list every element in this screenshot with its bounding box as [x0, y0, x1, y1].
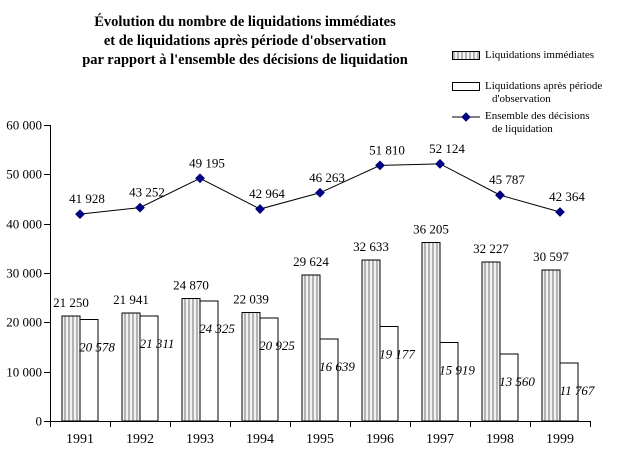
line-label-ensemble: 42 364 — [549, 189, 585, 204]
legend-item: Liquidations immédiates — [452, 49, 624, 62]
x-category-label: 1994 — [246, 432, 274, 447]
diamond-marker-icon — [435, 158, 445, 169]
y-tick-label: 40 000 — [6, 217, 42, 232]
line-label-ensemble: 52 124 — [429, 141, 465, 156]
legend-item: Liquidations après période d'observation — [452, 80, 624, 106]
chart-title-line1: Évolution du nombre de liquidations immé… — [94, 14, 396, 30]
bar-liquidations-immediates — [481, 261, 501, 422]
bar-liquidations-apres-periode — [379, 325, 399, 422]
bar-liquidations-immediates — [301, 274, 321, 422]
bar-liquidations-apres-periode — [499, 353, 519, 422]
diamond-marker-icon — [495, 190, 505, 201]
bar-liquidations-apres-periode — [259, 317, 279, 422]
chart-title-line3: par rapport à l'ensemble des décisions d… — [82, 52, 408, 68]
x-category-label: 1992 — [126, 432, 154, 447]
x-category-label: 1991 — [66, 432, 94, 447]
bar-liquidations-apres-periode — [199, 300, 219, 422]
bar-liquidations-immediates — [541, 269, 561, 422]
white-bar-swatch-icon — [452, 82, 480, 91]
bar-label-immediates: 24 870 — [173, 277, 209, 292]
bar-label-apres-periode: 16 639 — [319, 359, 355, 374]
bar-label-apres-periode: 11 767 — [560, 383, 595, 398]
bar-liquidations-immediates — [61, 315, 81, 422]
bar-liquidations-immediates — [121, 312, 141, 422]
bar-label-apres-periode: 21 311 — [140, 336, 175, 351]
x-category-label: 1996 — [366, 432, 394, 447]
legend-label: Liquidations immédiates — [485, 49, 595, 61]
line-label-ensemble: 51 810 — [369, 142, 405, 157]
x-category-label: 1999 — [546, 432, 574, 447]
bar-label-immediates: 21 941 — [113, 292, 149, 307]
diamond-marker-icon — [555, 207, 565, 217]
bar-label-immediates: 36 205 — [413, 221, 449, 236]
bar-liquidations-immediates — [361, 259, 381, 422]
legend-label: Liquidations après période d'observation — [485, 80, 603, 105]
x-category-label: 1993 — [186, 432, 214, 447]
diamond-marker-icon — [375, 160, 385, 171]
bar-label-immediates: 22 039 — [233, 291, 269, 306]
y-tick-label: 30 000 — [6, 266, 42, 281]
bar-liquidations-apres-periode — [319, 338, 339, 422]
diamond-marker-icon — [75, 209, 85, 220]
bar-label-immediates: 30 597 — [533, 249, 569, 264]
bar-liquidations-apres-periode — [79, 318, 99, 422]
diamond-marker-icon — [195, 173, 205, 184]
chart-title: Évolution du nombre de liquidations immé… — [30, 13, 460, 70]
bar-label-apres-periode: 20 925 — [259, 338, 295, 353]
bar-label-apres-periode: 24 325 — [199, 321, 235, 336]
hatched-bar-swatch-icon — [452, 51, 480, 60]
line-label-ensemble: 41 928 — [69, 191, 105, 206]
chart-legend: Liquidations immédiates Liquidations aprè… — [452, 49, 624, 136]
bar-label-immediates: 29 624 — [293, 254, 329, 269]
bar-liquidations-apres-periode — [139, 315, 159, 422]
line-label-ensemble: 43 252 — [129, 185, 165, 200]
y-tick-label: 60 000 — [6, 118, 42, 133]
line-label-ensemble: 49 195 — [189, 155, 225, 170]
bar-liquidations-immediates — [241, 311, 261, 422]
bar-label-apres-periode: 19 177 — [379, 346, 415, 361]
bar-label-immediates: 21 250 — [53, 295, 89, 310]
legend-label: Ensemble des décisions de liquidation — [485, 110, 590, 135]
y-tick-label: 50 000 — [6, 167, 42, 182]
diamond-marker-icon — [315, 187, 325, 198]
chart-title-line2: et de liquidations après période d'obser… — [103, 33, 387, 49]
bar-liquidations-apres-periode — [439, 341, 459, 422]
bar-label-apres-periode: 20 578 — [79, 339, 115, 354]
y-tick-label: 20 000 — [6, 315, 42, 330]
bar-label-immediates: 32 227 — [473, 241, 509, 256]
diamond-marker-icon — [135, 202, 145, 213]
bar-label-immediates: 32 633 — [353, 239, 389, 254]
x-category-label: 1998 — [486, 432, 514, 447]
bar-liquidations-immediates — [181, 297, 201, 422]
diamond-marker-icon — [255, 204, 265, 214]
line-diamond-swatch-icon — [452, 112, 480, 122]
legend-item: Ensemble des décisions de liquidation — [452, 110, 624, 136]
bar-liquidations-apres-periode — [559, 362, 579, 422]
line-label-ensemble: 46 263 — [309, 170, 345, 185]
x-category-label: 1997 — [426, 432, 454, 447]
line-label-ensemble: 45 787 — [489, 172, 525, 187]
y-tick-label: 10 000 — [6, 365, 42, 380]
bar-label-apres-periode: 13 560 — [499, 374, 535, 389]
y-tick-label: 0 — [36, 414, 43, 429]
bar-liquidations-immediates — [421, 241, 441, 422]
x-category-label: 1995 — [306, 432, 334, 447]
bar-label-apres-periode: 15 919 — [439, 362, 475, 377]
line-label-ensemble: 42 964 — [249, 186, 285, 201]
